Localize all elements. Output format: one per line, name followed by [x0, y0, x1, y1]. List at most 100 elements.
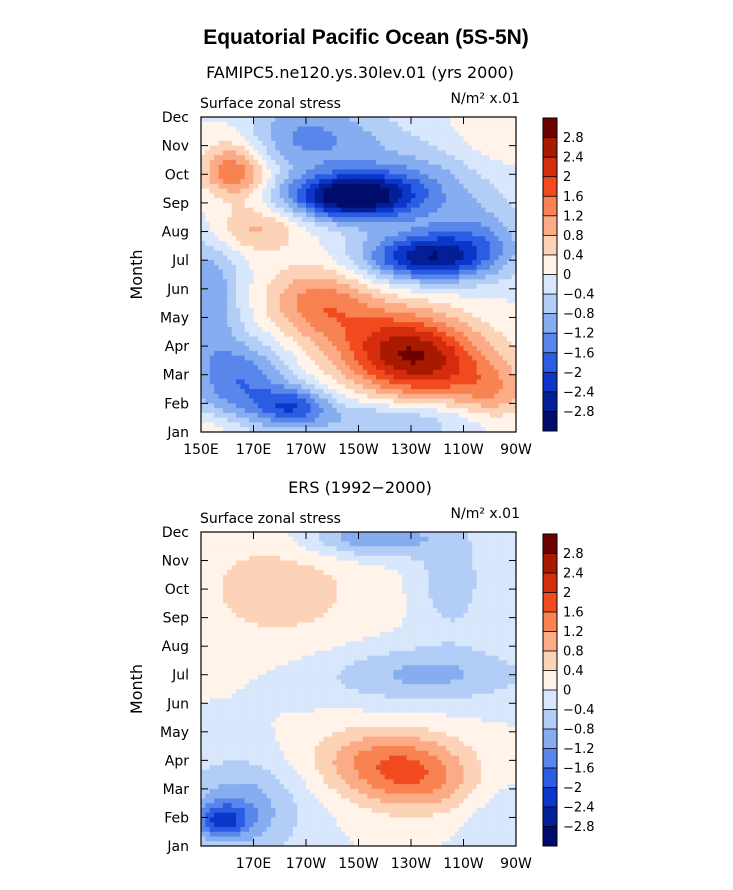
- contour-cell: [327, 393, 333, 400]
- colorbar-label: 0.4: [563, 248, 584, 263]
- contour-cell: [349, 336, 355, 342]
- contour-cell: [393, 412, 399, 419]
- contour-cell: [354, 350, 360, 357]
- contour-cell: [253, 150, 259, 156]
- contour-cell: [463, 379, 469, 385]
- contour-cell: [358, 350, 364, 357]
- contour-cell: [463, 532, 469, 538]
- contour-cell: [292, 145, 298, 152]
- contour-cell: [275, 226, 281, 233]
- contour-cell: [450, 284, 456, 290]
- contour-cell: [222, 403, 228, 409]
- contour-cell: [218, 212, 224, 218]
- contour-cell: [205, 360, 211, 366]
- contour-cell: [222, 346, 228, 352]
- contour-cell: [472, 317, 478, 323]
- contour-cell: [262, 369, 268, 376]
- contour-cell: [345, 145, 351, 152]
- contour-cell: [476, 293, 482, 299]
- contour-cell: [362, 427, 368, 432]
- contour-cell: [511, 312, 516, 319]
- contour-cell: [467, 360, 473, 366]
- contour-cell: [214, 288, 220, 295]
- contour-cell: [481, 417, 486, 424]
- contour-cell: [367, 532, 373, 538]
- contour-cell: [441, 183, 447, 190]
- contour-cell: [323, 346, 329, 352]
- contour-cell: [249, 131, 255, 137]
- contour-cell: [236, 360, 241, 366]
- contour-cell: [275, 331, 281, 338]
- contour-cell: [428, 231, 434, 237]
- contour-cell: [301, 264, 307, 271]
- contour-cell: [271, 222, 276, 228]
- contour-cell: [476, 417, 482, 424]
- contour-cell: [450, 303, 456, 309]
- contour-cell: [306, 355, 311, 362]
- contour-cell: [472, 365, 478, 371]
- contour-cell: [507, 155, 513, 161]
- contour-cell: [485, 159, 491, 166]
- contour-cell: [472, 260, 478, 266]
- contour-cell: [446, 346, 451, 352]
- contour-cell: [450, 374, 456, 381]
- contour-cell: [415, 226, 421, 233]
- contour-cell: [428, 188, 434, 194]
- contour-cell: [349, 145, 355, 152]
- contour-cell: [201, 408, 206, 414]
- contour-cell: [463, 169, 469, 175]
- contour-cell: [507, 417, 513, 424]
- contour-cell: [419, 117, 425, 123]
- contour-cell: [257, 145, 263, 152]
- contour-cell: [336, 264, 342, 271]
- colorbar-label: 2.8: [563, 131, 584, 146]
- contour-cell: [411, 389, 416, 395]
- contour-cell: [323, 131, 329, 137]
- contour-cell: [419, 312, 425, 319]
- contour-cell: [406, 274, 412, 280]
- contour-cell: [236, 341, 241, 347]
- contour-cell: [507, 250, 513, 257]
- contour-cell: [476, 245, 482, 252]
- contour-cell: [222, 121, 228, 128]
- contour-cell: [249, 369, 255, 376]
- contour-cell: [279, 117, 285, 123]
- contour-cell: [415, 369, 421, 376]
- contour-cell: [236, 136, 241, 142]
- contour-cell: [389, 408, 395, 414]
- contour-cell: [253, 350, 259, 357]
- contour-cell: [284, 236, 290, 242]
- contour-cell: [371, 389, 377, 395]
- contour-cell: [349, 207, 355, 214]
- contour-cell: [450, 393, 456, 400]
- contour-cell: [419, 341, 425, 347]
- contour-cell: [236, 412, 241, 419]
- contour-cell: [244, 536, 250, 543]
- contour-cell: [384, 327, 390, 333]
- contour-cell: [279, 346, 285, 352]
- contour-cell: [275, 255, 281, 261]
- contour-cell: [271, 202, 276, 209]
- contour-cell: [327, 379, 333, 385]
- contour-cell: [485, 226, 491, 233]
- contour-cell: [306, 279, 311, 285]
- contour-cell: [214, 393, 220, 400]
- contour-cell: [354, 245, 360, 252]
- contour-cell: [205, 336, 211, 342]
- contour-cell: [284, 284, 290, 290]
- contour-cell: [244, 145, 250, 152]
- contour-cell: [236, 155, 241, 161]
- contour-cell: [472, 417, 478, 424]
- contour-cell: [393, 336, 399, 342]
- contour-cell: [472, 250, 478, 257]
- contour-cell: [485, 403, 491, 409]
- contour-cell: [288, 183, 294, 190]
- contour-cell: [454, 331, 460, 338]
- contour-cell: [244, 241, 250, 247]
- contour-cell: [345, 126, 351, 132]
- contour-cell: [371, 403, 377, 409]
- contour-cell: [327, 360, 333, 366]
- contour-cell: [437, 331, 443, 338]
- contour-cell: [485, 202, 491, 209]
- contour-cell: [279, 183, 285, 190]
